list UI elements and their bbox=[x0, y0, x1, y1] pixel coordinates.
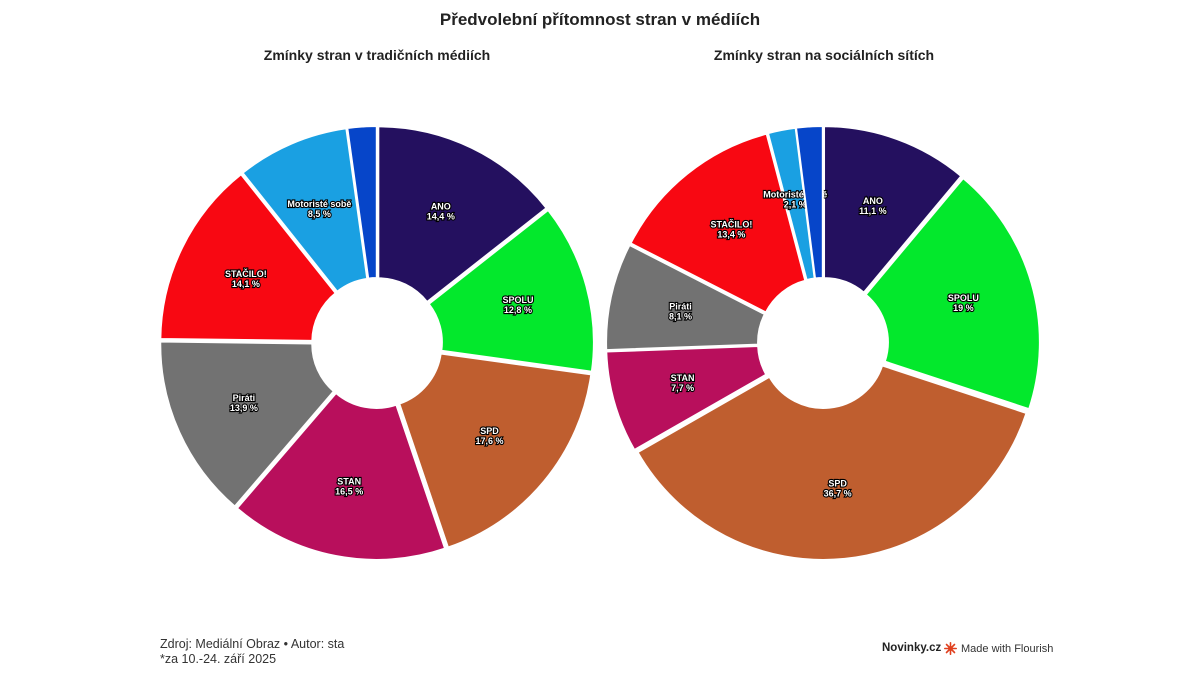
slice-label-stan: STAN bbox=[671, 373, 695, 383]
slice-segment-7[interactable] bbox=[794, 125, 824, 280]
slice-value-stacilo: 14,1 % bbox=[232, 279, 260, 289]
footer-note: *za 10.-24. září 2025 bbox=[160, 652, 277, 666]
slice-ano[interactable] bbox=[377, 125, 548, 304]
slice-ano[interactable] bbox=[823, 125, 963, 295]
brand-logo[interactable]: Novinky.cz bbox=[882, 642, 942, 654]
slice-value-spolu: 12,8 % bbox=[504, 305, 532, 315]
slice-value-motoriste-sobe: 8,5 % bbox=[308, 209, 331, 219]
flourish-badge[interactable]: Made with Flourish bbox=[944, 642, 1053, 655]
slice-value-spd: 17,6 % bbox=[475, 436, 503, 446]
slice-value-motoriste-sobe: 2,1 % bbox=[784, 200, 807, 210]
slice-value-ano: 14,4 % bbox=[427, 212, 455, 222]
slice-label-stacilo: STAČILO! bbox=[711, 218, 753, 229]
slice-spd[interactable] bbox=[397, 352, 593, 549]
slice-label-spd: SPD bbox=[480, 426, 499, 436]
chart-title-social-media: Zmínky stran na sociálních sítích bbox=[713, 47, 935, 63]
slice-segment-7[interactable] bbox=[346, 125, 378, 280]
slice-label-spolu: SPOLU bbox=[948, 293, 979, 303]
slice-motoriste-sobe[interactable] bbox=[241, 127, 369, 294]
slice-spolu[interactable] bbox=[427, 208, 595, 373]
flourish-icon bbox=[944, 642, 957, 655]
slice-spd[interactable] bbox=[636, 364, 1028, 560]
slice-stacilo[interactable] bbox=[629, 132, 807, 314]
slice-stacilo[interactable] bbox=[159, 172, 338, 342]
slice-label-spd: SPD bbox=[828, 478, 847, 488]
slice-value-stacilo: 13,4 % bbox=[717, 229, 745, 239]
slice-value-pirati: 13,9 % bbox=[230, 403, 258, 413]
flourish-label: Made with Flourish bbox=[961, 642, 1054, 655]
slice-pirati[interactable] bbox=[605, 243, 767, 352]
slice-label-stacilo: STAČILO! bbox=[225, 268, 267, 279]
slice-label-pirati: Piráti bbox=[233, 393, 256, 403]
slice-value-spolu: 19 % bbox=[953, 303, 974, 313]
slice-value-spd: 36,7 % bbox=[824, 488, 852, 498]
slice-stan[interactable] bbox=[235, 391, 447, 560]
page-title: Předvolební přítomnost stran v médiích bbox=[439, 10, 761, 29]
slice-stan[interactable] bbox=[605, 345, 768, 452]
slice-label-pirati: Piráti bbox=[669, 301, 692, 311]
slice-value-ano: 11,1 % bbox=[859, 206, 887, 216]
slice-label-ano: ANO bbox=[431, 202, 451, 212]
slice-pirati[interactable] bbox=[159, 340, 336, 508]
slice-label-stan: STAN bbox=[337, 476, 361, 486]
slice-value-pirati: 8,1 % bbox=[669, 311, 692, 321]
slice-value-stan: 16,5 % bbox=[335, 486, 363, 496]
slice-label-spolu: SPOLU bbox=[502, 295, 533, 305]
slice-spolu[interactable] bbox=[864, 176, 1041, 411]
slice-label-ano: ANO bbox=[863, 196, 883, 206]
slice-label-motoriste-sobe: Motoristé sobě bbox=[287, 199, 351, 209]
chart-title-traditional-media: Zmínky stran v tradičních médiích bbox=[263, 47, 491, 63]
footer-source: Zdroj: Mediální Obraz • Autor: sta bbox=[160, 637, 345, 651]
slice-value-stan: 7,7 % bbox=[671, 383, 694, 393]
